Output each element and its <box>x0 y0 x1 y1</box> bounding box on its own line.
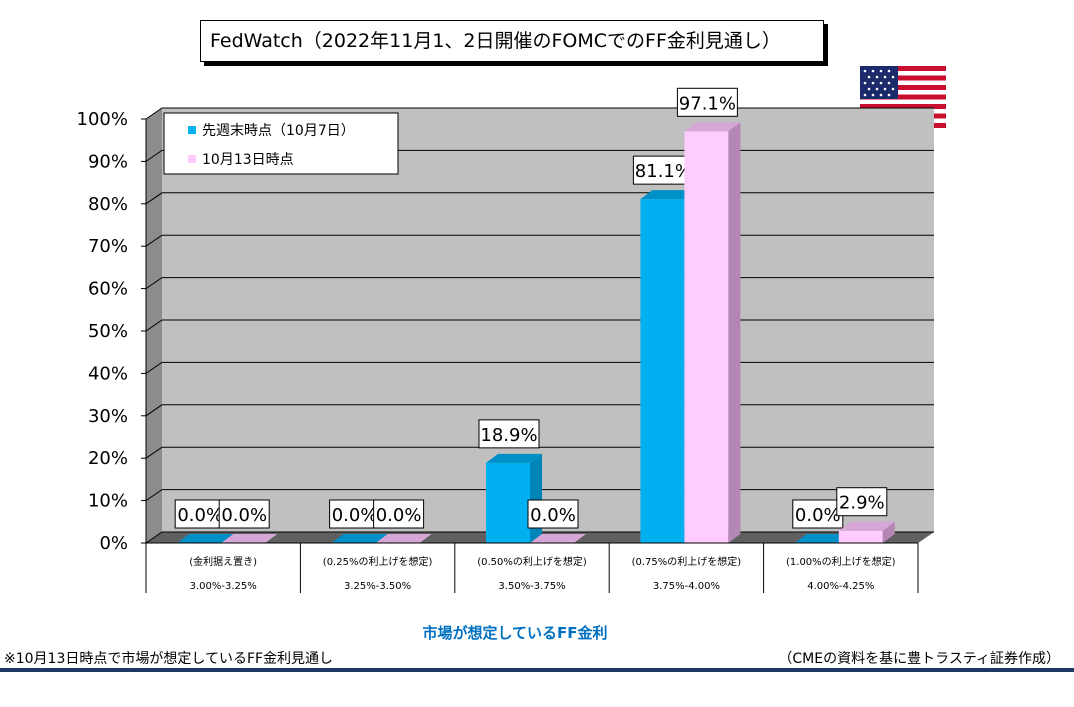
x-axis-title: 市場が想定しているFF金利 <box>422 624 608 642</box>
bar-top <box>221 534 278 543</box>
x-category-label: (0.75%の利上げを想定) <box>632 555 742 568</box>
bar-top <box>530 534 586 543</box>
x-category-range: 3.00%-3.25% <box>190 581 257 592</box>
data-label: 18.9% <box>480 425 537 446</box>
y-tick-label: 30% <box>88 406 128 427</box>
bar-top <box>794 534 851 543</box>
x-category-range: 4.00%-4.25% <box>807 581 874 592</box>
x-category-range: 3.75%-4.00% <box>653 581 720 592</box>
data-label: 0.0% <box>530 505 576 526</box>
y-tick-label: 100% <box>77 109 128 130</box>
x-category-range: 3.50%-3.75% <box>498 581 565 592</box>
bar-top <box>375 534 432 543</box>
x-category-range: 3.25%-3.50% <box>344 581 411 592</box>
bar <box>684 131 729 543</box>
bar-side <box>882 521 895 543</box>
legend-swatch <box>188 126 196 134</box>
bar-top <box>486 453 542 463</box>
gridline <box>145 107 934 120</box>
bar <box>486 462 530 543</box>
legend-label: 10月13日時点 <box>202 152 294 168</box>
x-category-label: (0.25%の利上げを想定) <box>323 555 433 568</box>
data-label-box <box>329 499 381 529</box>
data-label-box <box>174 499 226 529</box>
y-tick-label: 90% <box>88 151 128 172</box>
x-category-label: (1.00%の利上げを想定) <box>786 555 896 568</box>
data-label-box <box>676 87 738 117</box>
legend <box>163 112 399 175</box>
bar-top <box>684 122 741 132</box>
data-label-box <box>527 499 579 529</box>
y-tick-label: 50% <box>88 321 128 342</box>
y-tick-label: 70% <box>88 236 128 257</box>
data-label-box <box>478 419 540 449</box>
bar <box>640 199 685 544</box>
data-label: 0.0% <box>221 505 267 526</box>
legend-swatch <box>188 155 196 163</box>
bar-top <box>640 190 697 200</box>
x-category-label: (0.50%の利上げを想定) <box>477 555 587 568</box>
bar-side <box>728 122 741 544</box>
bar <box>838 530 883 543</box>
bar-side <box>530 453 542 543</box>
data-label: 0.0% <box>177 505 223 526</box>
bottom-divider <box>0 668 1074 672</box>
legend-label: 先週末時点（10月7日） <box>202 123 355 139</box>
y-tick-label: 0% <box>99 533 128 554</box>
y-tick-label: 80% <box>88 194 128 215</box>
y-tick-label: 10% <box>88 491 128 512</box>
data-label-box <box>836 487 888 517</box>
y-tick-label: 40% <box>88 363 128 384</box>
bar-chart: 0%10%20%30%40%50%60%70%80%90%100%0.0%0.0… <box>77 87 934 593</box>
chart-title: FedWatch（2022年11月1、2日開催のFOMCでのFF金利見通し） <box>200 20 824 62</box>
data-label-box <box>632 155 694 185</box>
gridline <box>145 149 934 162</box>
data-label: 2.9% <box>839 493 885 514</box>
bar-top <box>331 534 388 543</box>
y-tick-label: 20% <box>88 448 128 469</box>
x-category-label: (金利据え置き) <box>189 555 257 568</box>
data-label: 0.0% <box>332 505 378 526</box>
data-label-box <box>218 499 270 529</box>
data-label: 0.0% <box>376 505 422 526</box>
data-label: 97.1% <box>679 93 736 114</box>
bar-top <box>177 534 234 543</box>
data-label: 0.0% <box>795 505 841 526</box>
data-label: 81.1% <box>635 161 692 182</box>
source-note: （CMEの資料を基に豊トラスティ証券作成） <box>778 651 1060 667</box>
y-tick-label: 60% <box>88 279 128 300</box>
data-label-box <box>792 499 844 529</box>
footnote: ※10月13日時点で市場が想定しているFF金利見通し <box>4 651 334 667</box>
data-label-box <box>373 499 425 529</box>
bar-top <box>838 521 895 531</box>
